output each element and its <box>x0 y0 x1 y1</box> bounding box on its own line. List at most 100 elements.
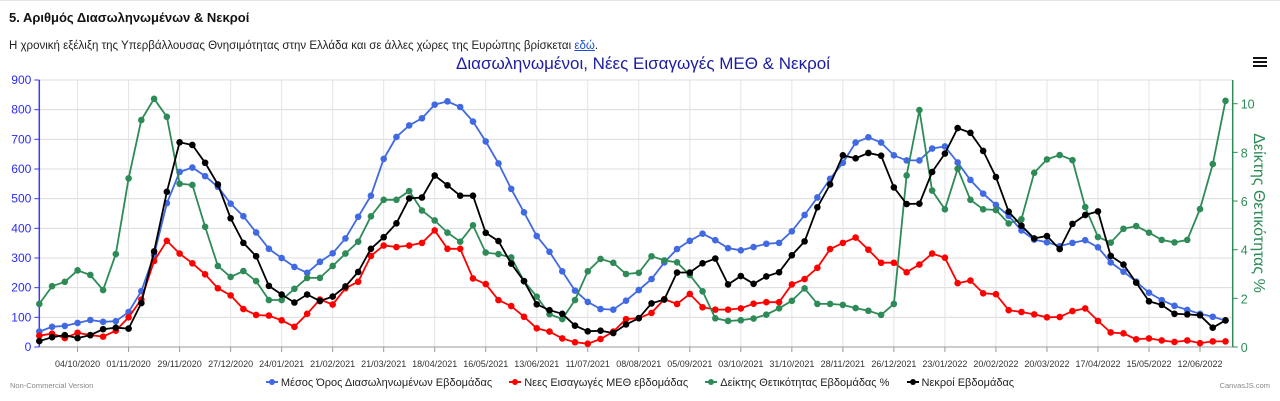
data-point-3 <box>1158 301 1166 309</box>
data-point-3 <box>635 314 643 322</box>
data-point-2 <box>189 181 196 189</box>
data-point-3 <box>176 139 183 146</box>
data-point-2 <box>469 222 477 229</box>
data-point-3 <box>240 239 247 247</box>
data-point-0 <box>979 190 987 197</box>
section-heading: 5. Αριθμός Διασωληνωμένων & Νεκροί <box>9 10 250 25</box>
data-point-3 <box>622 321 630 328</box>
data-point-1 <box>763 298 770 306</box>
hamburger-menu-icon[interactable] <box>1253 55 1267 69</box>
data-point-2 <box>138 116 145 124</box>
data-point-0 <box>227 200 234 208</box>
canvasjs-credit[interactable]: CanvasJS.com <box>1219 381 1270 390</box>
description-paragraph: Η χρονική εξέλιξη της Υπερβάλλουσας Θνησ… <box>9 40 598 52</box>
data-point-3 <box>533 300 541 308</box>
data-point-0 <box>520 209 528 216</box>
x-tick-label: 28/11/2021 <box>821 359 865 369</box>
data-point-1 <box>967 277 974 284</box>
data-point-2 <box>1120 225 1127 233</box>
series-line-3 <box>39 126 1226 342</box>
data-point-1 <box>1158 337 1166 344</box>
data-point-3 <box>928 168 936 176</box>
data-point-2 <box>903 172 910 179</box>
x-tick-label: 05/09/2021 <box>667 359 712 369</box>
data-point-1 <box>1132 335 1140 343</box>
data-point-0 <box>865 133 872 141</box>
top-divider <box>0 0 1280 1</box>
data-point-2 <box>405 187 413 195</box>
excess-mortality-link[interactable]: εδώ <box>574 40 595 52</box>
data-point-3 <box>648 300 655 307</box>
data-point-1 <box>1145 335 1153 342</box>
legend-marker-icon <box>265 377 278 387</box>
x-tick-label: 31/10/2021 <box>769 359 814 369</box>
data-point-3 <box>1030 235 1038 242</box>
data-point-2 <box>673 259 681 266</box>
data-point-3 <box>1120 261 1127 268</box>
data-point-1 <box>1043 314 1051 321</box>
legend-item-deaths[interactable]: Νεκροί Εβδομάδας <box>906 377 1014 389</box>
data-point-3 <box>252 252 260 260</box>
data-point-0 <box>1145 289 1153 297</box>
data-point-2 <box>635 269 643 277</box>
data-point-1 <box>916 261 923 268</box>
data-point-3 <box>1005 208 1012 216</box>
data-point-2 <box>87 271 94 279</box>
data-point-2 <box>763 311 770 318</box>
y-tick-label: 900 <box>11 73 31 87</box>
data-point-1 <box>482 280 490 288</box>
data-point-2 <box>877 311 885 319</box>
legend-item-icu-admissions[interactable]: Νεες Εισαγωγές ΜΕΘ εβδομάδας <box>509 377 688 389</box>
data-point-0 <box>354 213 362 221</box>
data-point-3 <box>1056 245 1063 253</box>
data-point-0 <box>278 254 285 262</box>
data-point-2 <box>214 262 222 270</box>
data-point-1 <box>189 260 196 267</box>
data-point-1 <box>712 306 719 313</box>
data-point-3 <box>660 296 668 303</box>
data-point-3 <box>354 268 362 276</box>
data-point-1 <box>1069 307 1076 315</box>
data-point-0 <box>763 240 770 248</box>
data-point-2 <box>954 165 961 172</box>
data-point-3 <box>482 229 490 237</box>
y-tick-label: 800 <box>11 103 31 117</box>
data-point-3 <box>686 269 694 276</box>
data-point-1 <box>890 259 898 267</box>
data-point-2 <box>737 316 745 324</box>
x-tick-label: 26/12/2021 <box>871 359 916 369</box>
legend-item-intubated[interactable]: Μέσος Όρος Διασωληνωμένων Εβδομάδας <box>265 377 492 389</box>
data-point-2 <box>699 287 706 295</box>
y-tick-label: 200 <box>11 281 31 295</box>
data-point-3 <box>1132 279 1140 286</box>
data-point-2 <box>928 187 936 194</box>
data-point-2 <box>163 113 171 121</box>
data-point-0 <box>405 122 413 129</box>
x-tick-label: 18/04/2021 <box>412 359 457 369</box>
data-point-2 <box>890 300 898 308</box>
data-point-2 <box>74 267 81 274</box>
data-point-1 <box>291 323 298 331</box>
data-point-3 <box>303 291 311 298</box>
data-point-3 <box>520 277 528 285</box>
data-point-2 <box>150 95 158 103</box>
data-point-3 <box>150 248 158 255</box>
legend-item-positivity[interactable]: Δείκτης Θετικότητας Εβδομάδας % <box>705 377 889 389</box>
data-point-0 <box>877 139 885 146</box>
data-point-0 <box>316 258 324 266</box>
data-point-2 <box>533 293 541 300</box>
x-tick-label: 20/03/2022 <box>1024 359 1069 369</box>
data-point-1 <box>74 329 81 337</box>
data-point-0 <box>928 145 936 152</box>
data-point-1 <box>99 333 107 340</box>
data-point-3 <box>431 172 439 179</box>
data-point-2 <box>1171 239 1178 246</box>
data-point-0 <box>61 322 69 330</box>
data-point-1 <box>329 301 336 308</box>
x-tick-label: 11/07/2021 <box>566 359 610 369</box>
data-point-2 <box>303 274 311 282</box>
data-point-3 <box>788 252 796 259</box>
data-point-2 <box>1183 236 1191 244</box>
data-point-2 <box>916 106 923 114</box>
